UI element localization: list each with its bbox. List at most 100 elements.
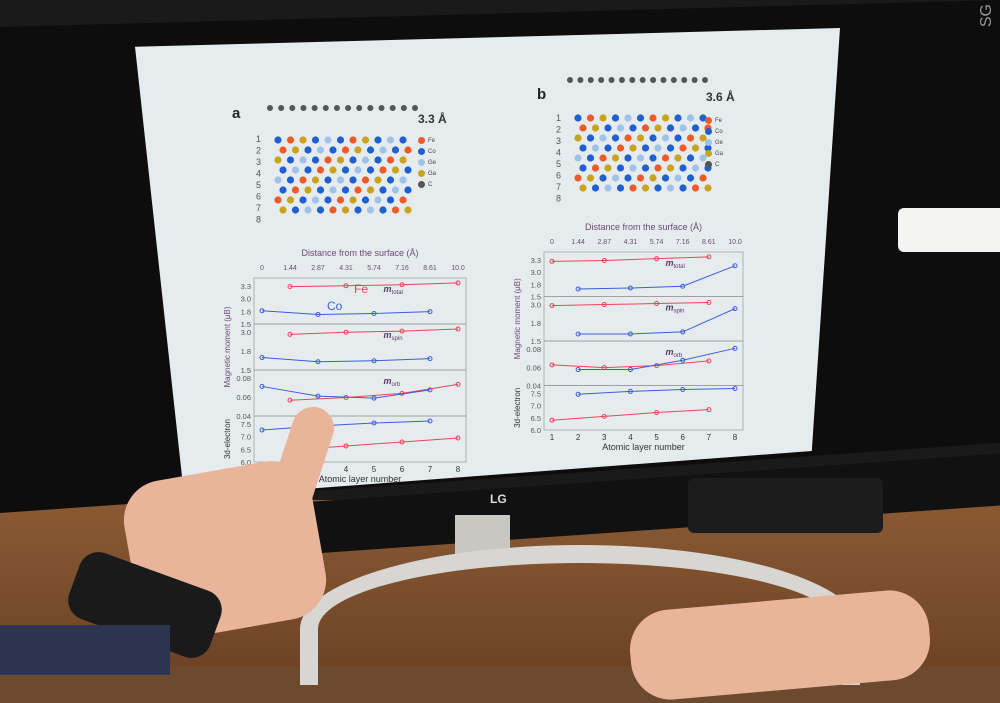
- x-tick-label: 4: [628, 433, 633, 442]
- x-axis-label: Atomic layer number: [602, 442, 685, 452]
- atom: [591, 164, 600, 172]
- co-point: [732, 386, 738, 392]
- atom: [686, 114, 695, 122]
- y-tick-label: 7.0: [241, 433, 251, 442]
- co-point: [427, 418, 433, 424]
- atom: [586, 174, 595, 182]
- graphene-atom: [618, 77, 625, 83]
- atom: [286, 156, 295, 164]
- legend-item: Co: [418, 147, 436, 158]
- atom: [304, 186, 312, 194]
- atom: [691, 124, 700, 132]
- panel-letter-a: a: [232, 105, 241, 122]
- graphene-atom: [670, 77, 677, 83]
- atom: [649, 134, 657, 142]
- atom: [604, 144, 612, 152]
- atom: [279, 146, 287, 154]
- atom: [286, 176, 295, 184]
- atom: [599, 114, 607, 122]
- atom: [311, 136, 320, 144]
- y-tick-label: 1.8: [241, 347, 251, 356]
- atom: [324, 156, 332, 164]
- atom: [654, 184, 662, 192]
- legend-item: Ga: [705, 149, 723, 160]
- atom: [604, 164, 612, 172]
- x-tick-label: 7: [707, 433, 712, 442]
- atom: [386, 196, 395, 204]
- top-tick-label: 0: [260, 265, 264, 272]
- panel-b-distance: 3.6 Å: [706, 90, 735, 104]
- legend-item: Ge: [705, 138, 723, 149]
- x-tick-label: 6: [400, 465, 405, 474]
- atom: [336, 196, 345, 204]
- co-point: [575, 286, 581, 292]
- atom: [274, 176, 282, 184]
- legend-label: Co: [715, 129, 723, 135]
- atom: [599, 134, 607, 142]
- atom: [291, 146, 300, 154]
- fe-point: [287, 397, 293, 403]
- y-tick-label: 0.04: [236, 412, 251, 421]
- atom: [354, 166, 362, 174]
- atom: [686, 174, 695, 182]
- y-tick-label: 0.08: [236, 374, 251, 383]
- atom: [636, 114, 645, 122]
- fe-point: [399, 282, 405, 288]
- y-tick-label: 1.8: [241, 307, 251, 316]
- atom: [391, 186, 400, 194]
- atom: [349, 136, 357, 144]
- legend-item: Co: [705, 127, 723, 138]
- legend-item: C: [418, 180, 436, 191]
- x-tick-label: 8: [733, 433, 738, 442]
- atom: [341, 146, 350, 154]
- atom: [641, 124, 650, 132]
- layer-number: 6: [556, 171, 561, 181]
- top-tick-label: 5.74: [650, 239, 664, 246]
- top-tick-label: 0: [550, 239, 554, 246]
- atom: [691, 184, 700, 192]
- atom: [666, 184, 675, 192]
- fe-point: [343, 443, 349, 449]
- y-tick-label: 1.5: [241, 320, 251, 329]
- fe-line: [289, 282, 459, 288]
- legend-label: Ge: [428, 160, 437, 166]
- atom: [374, 196, 382, 204]
- co-point: [732, 306, 738, 312]
- legend-swatch: [418, 147, 425, 155]
- top-tick-label: 7.16: [395, 265, 409, 272]
- y-tick-label: 6.5: [531, 414, 541, 423]
- atom: [586, 154, 595, 162]
- co-point: [315, 359, 321, 365]
- atom: [299, 176, 307, 184]
- atom: [329, 206, 337, 214]
- fe-line: [551, 256, 709, 262]
- y-tick-label: 3.0: [241, 328, 251, 337]
- graphene-atom: [702, 77, 708, 83]
- atom: [299, 156, 307, 164]
- atom: [699, 114, 707, 122]
- co-line: [261, 385, 431, 399]
- legend-label: Ge: [715, 140, 724, 146]
- sleeve: [0, 625, 170, 675]
- graphene-atom: [345, 105, 352, 111]
- atom: [386, 176, 395, 184]
- legend-swatch: [705, 116, 712, 124]
- co-point: [575, 331, 581, 337]
- legend-label: Ga: [428, 171, 437, 177]
- fe-point: [549, 417, 555, 423]
- panel-letter-b: b: [537, 86, 547, 103]
- fe-point: [706, 300, 712, 306]
- co-point: [680, 387, 686, 392]
- atom: [316, 206, 325, 214]
- atom: [699, 154, 707, 162]
- atom: [636, 174, 645, 182]
- atom: [679, 144, 687, 152]
- graphene-atom: [311, 105, 318, 111]
- atom: [366, 206, 375, 214]
- atom: [686, 134, 695, 142]
- graphene-atom: [691, 77, 698, 83]
- graphene-atom: [629, 77, 636, 83]
- co-line: [578, 265, 736, 290]
- atom: [399, 176, 407, 184]
- subplot-label: morb: [665, 347, 682, 359]
